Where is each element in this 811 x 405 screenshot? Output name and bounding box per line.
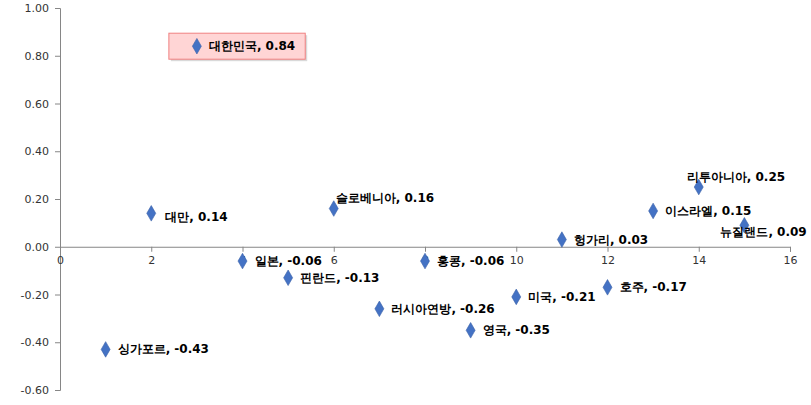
y-tick: 0.60 <box>25 98 61 111</box>
x-tick-label: 0 <box>57 254 64 267</box>
x-tick: 14 <box>692 247 706 267</box>
data-label: 핀란드, -0.13 <box>300 271 379 285</box>
y-tick: 0.80 <box>25 50 61 63</box>
point <box>375 301 384 317</box>
y-tick: 0.40 <box>25 145 61 158</box>
y-tick-mark <box>55 390 60 391</box>
data-label: 일본, -0.06 <box>255 254 322 268</box>
x-tick: 0 <box>57 247 64 267</box>
data-label: 대만, 0.14 <box>165 210 227 224</box>
x-tick-mark <box>425 247 426 252</box>
data-label: 대한민국, 0.84 <box>209 39 295 53</box>
y-tick-label: 1.00 <box>25 2 50 15</box>
data-label: 홍콩, -0.06 <box>437 254 504 268</box>
x-tick-label: 2 <box>148 254 155 267</box>
y-axis-line <box>55 9 61 391</box>
y-tick-label: -0.40 <box>21 336 49 349</box>
x-tick-mark <box>516 247 517 252</box>
y-tick-mark <box>55 199 60 200</box>
point <box>101 342 110 358</box>
x-tick-mark <box>699 247 700 252</box>
highlight-box <box>169 33 305 59</box>
x-tick-mark <box>151 247 152 252</box>
data-label: 이스라엘, 0.15 <box>665 204 751 218</box>
point <box>466 323 475 339</box>
point <box>421 253 430 269</box>
y-tick-label: -0.60 <box>21 384 49 397</box>
x-tick: 10 <box>510 247 524 267</box>
highlight-layer <box>169 33 307 61</box>
x-tick-mark <box>60 247 61 252</box>
data-label: 뉴질랜드, 0.09 <box>720 225 806 239</box>
y-tick: -0.60 <box>21 384 60 397</box>
data-label: 영국, -0.35 <box>483 323 550 337</box>
y-tick-mark <box>55 342 60 343</box>
data-label: 미국, -0.21 <box>528 290 595 304</box>
data-label: 호주, -0.17 <box>620 280 687 294</box>
y-tick-mark <box>55 151 60 152</box>
x-tick-label: 10 <box>510 254 524 267</box>
x-tick-label: 14 <box>692 254 706 267</box>
y-tick-label: 0.00 <box>25 241 50 254</box>
x-tick-mark <box>243 247 244 252</box>
x-tick: 6 <box>331 247 338 267</box>
x-tick: 12 <box>601 247 615 267</box>
x-tick-mark <box>334 247 335 252</box>
chart-svg: 1.00 0.80 0.60 0.40 0.20 0.00 -0.20 -0.40 -0.60 0… <box>0 0 811 405</box>
point <box>512 289 521 305</box>
data-label: 싱가포르, -0.43 <box>118 342 209 356</box>
x-tick-label: 6 <box>331 254 338 267</box>
y-tick-label: -0.20 <box>21 289 49 302</box>
point <box>603 280 612 296</box>
y-tick: 0.00 <box>25 241 61 254</box>
point <box>284 270 293 286</box>
point <box>147 206 156 222</box>
point <box>649 203 658 219</box>
y-tick-mark <box>55 56 60 57</box>
y-tick-mark <box>55 8 60 9</box>
y-tick-label: 0.80 <box>25 50 50 63</box>
y-tick-mark <box>55 295 60 296</box>
points <box>101 38 749 357</box>
data-label: 러시아연방, -0.26 <box>391 302 494 316</box>
x-tick: 2 <box>148 247 155 267</box>
point <box>192 38 201 54</box>
y-tick: -0.40 <box>21 336 60 349</box>
y-tick-label: 0.20 <box>25 193 50 206</box>
y-tick: -0.20 <box>21 289 60 302</box>
y-tick-label: 0.60 <box>25 98 50 111</box>
x-tick-label: 12 <box>601 254 615 267</box>
y-tick: 0.20 <box>25 193 61 206</box>
y-tick-mark <box>55 247 60 248</box>
chart-container: 1.00 0.80 0.60 0.40 0.20 0.00 -0.20 -0.40 -0.60 0… <box>0 0 811 405</box>
data-label: 슬로베니아, 0.16 <box>336 191 434 205</box>
data-label: 리투아니아, 0.25 <box>687 170 785 184</box>
data-labels: 싱가포르, -0.43 대만, 0.14 대한민국, 0.84 일본, -0.06 핀란… <box>118 39 807 356</box>
y-tick-label: 0.40 <box>25 145 50 158</box>
y-axis: 1.00 0.80 0.60 0.40 0.20 0.00 -0.20 -0.40 -0.60 <box>21 2 61 397</box>
y-tick: 1.00 <box>25 2 61 15</box>
point <box>557 232 566 248</box>
data-label: 헝가리, 0.03 <box>574 233 648 247</box>
x-tick: 16 <box>784 247 798 267</box>
x-tick-mark <box>608 247 609 252</box>
y-tick-mark <box>55 104 60 105</box>
x-tick-mark <box>790 247 791 252</box>
point <box>238 253 247 269</box>
x-axis-line <box>61 247 791 252</box>
x-tick-label: 16 <box>784 254 798 267</box>
